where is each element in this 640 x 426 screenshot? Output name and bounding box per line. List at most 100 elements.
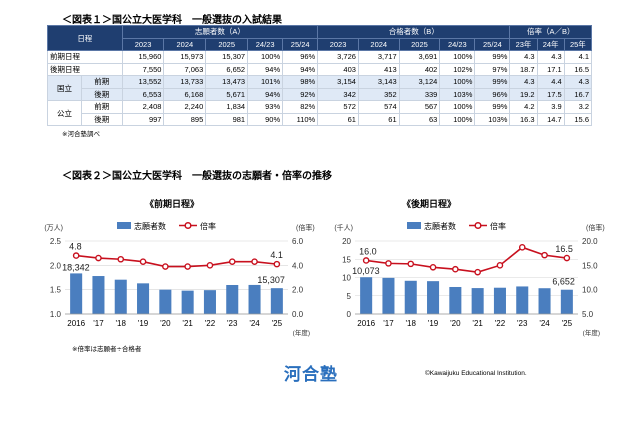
table-cell: 16.7 (563, 87, 593, 101)
table-cell: 100% (439, 75, 476, 89)
table-cell: 14.7 (536, 112, 565, 126)
table-cell: 5,671 (205, 87, 249, 101)
ratio-point (162, 263, 169, 270)
y-tick-right: 4.0 (292, 261, 304, 270)
bar (248, 284, 261, 314)
x-tick: '24 (249, 319, 260, 328)
x-unit-label: (年度) (583, 328, 600, 337)
table-row: 公立 前期 2,408 2,240 1,834 93% 82% 572 574 567 100% 99… (47, 100, 593, 126)
y-tick-right: 15.0 (582, 261, 598, 270)
bar (226, 284, 239, 314)
table-cell: 4.2 (509, 100, 538, 114)
row-label: 後期 (80, 87, 123, 101)
bar (181, 290, 194, 314)
subheader-applicants: 2023 (121, 37, 165, 51)
table-cell: 3,143 (357, 75, 400, 89)
table-cell: 17.5 (536, 87, 565, 101)
subheader-passers: 2024 (357, 37, 400, 51)
ratio-point (452, 265, 459, 273)
table-cell: 92% (282, 87, 319, 101)
table-cell: 402 (398, 62, 441, 76)
bar (360, 277, 373, 314)
data-label-last-ratio: 4.1 (270, 250, 283, 260)
table-cell: 2,408 (121, 100, 165, 114)
table-cell: 2,240 (163, 100, 207, 114)
x-unit-label: (年度) (293, 328, 310, 337)
table-cell: 94% (247, 87, 284, 101)
ratio-point (273, 260, 281, 268)
x-tick: '21 (182, 319, 193, 328)
table-cell: 7,063 (163, 62, 207, 76)
table-cell: 93% (247, 100, 284, 114)
header-ratio: 倍率（A／B） (509, 25, 592, 39)
ratio-point (139, 258, 147, 265)
bar (538, 288, 551, 314)
legend-bar-label: 志願者数 (424, 221, 456, 231)
row-label: 前期日程 (47, 50, 123, 64)
y-tick-right: 2.0 (292, 286, 304, 295)
legend-bar-swatch (407, 222, 421, 229)
chart2-title: 《後期日程》 (402, 200, 457, 210)
y-tick-right: 20.0 (582, 237, 598, 246)
ratio-line (366, 246, 567, 273)
source-note: ※河合塾調べ (62, 130, 100, 138)
x-tick: '20 (160, 319, 171, 328)
table-cell: 574 (357, 100, 400, 114)
bar (493, 287, 506, 314)
table-cell: 413 (357, 62, 400, 76)
ratio-point (474, 268, 481, 276)
x-tick: '17 (93, 319, 104, 328)
bar (382, 277, 395, 314)
table-row: 前期日程 15,960 15,973 15,307 100% 96% 3,726 3,717 3… (47, 50, 593, 64)
table-cell: 15.6 (563, 112, 593, 126)
bar (70, 273, 83, 314)
table-cell: 3,154 (317, 75, 359, 89)
ratio-point (117, 255, 125, 263)
table-cell: 997 (121, 112, 165, 126)
row-group: 国立 (47, 75, 82, 101)
x-tick: '22 (495, 319, 506, 328)
y-tick-left: 15 (342, 255, 351, 264)
table-cell: 101% (247, 75, 284, 89)
table-cell: 339 (398, 87, 441, 101)
y-tick-right: 6.0 (292, 237, 304, 246)
bar (560, 289, 573, 314)
chart-kouki: 0 5 10 15 20 5.0 10.0 15.0 20.0 (千人) (倍率) (年度) 志願者数 倍… (334, 221, 604, 337)
table-cell: 3.2 (563, 100, 593, 114)
ratio-point (184, 263, 191, 270)
table-cell: 100% (439, 112, 476, 126)
ratio-point (251, 258, 258, 265)
y-tick-left: 5 (347, 292, 352, 301)
y-tick-left: 0 (347, 310, 352, 319)
table-cell: 4.3 (509, 75, 538, 89)
table-cell: 97% (474, 62, 511, 76)
legend-line-label: 倍率 (200, 221, 216, 231)
table-cell: 13,733 (163, 75, 207, 89)
data-label-last-bar: 15,307 (257, 275, 285, 285)
subheader-applicants: 25/24 (282, 37, 319, 51)
ratio-point (429, 263, 437, 271)
table-cell: 981 (205, 112, 249, 126)
table-cell: 15,960 (121, 50, 165, 64)
bar (203, 290, 216, 314)
table-cell: 99% (474, 50, 511, 64)
table-cell: 4.1 (563, 50, 593, 64)
subheader-passers: 24/23 (439, 37, 476, 51)
y-tick-left: 20 (342, 237, 351, 246)
header-applicants: 志願者数（A） (121, 25, 319, 39)
table-cell: 100% (439, 100, 476, 114)
x-tick: '17 (383, 319, 394, 328)
ratio-point (72, 252, 80, 259)
right-unit-label: (倍率) (296, 223, 315, 232)
table-cell: 3,691 (398, 50, 441, 64)
y-tick-left: 2.0 (50, 261, 62, 270)
table-cell: 13,473 (205, 75, 249, 89)
chart-zenki: 1.0 1.5 2.0 2.5 0.0 2.0 4.0 6.0 (万人) (倍率) (年度) 志願者数… (44, 221, 315, 337)
table-cell: 1,834 (205, 100, 249, 114)
bar (471, 288, 484, 314)
row-group: 公立 (47, 100, 82, 126)
table-cell: 4.4 (536, 75, 565, 89)
subheader-applicants: 2024 (163, 37, 207, 51)
subheader-ratio: 24年 (536, 37, 565, 51)
left-unit-label: (万人) (44, 224, 63, 232)
